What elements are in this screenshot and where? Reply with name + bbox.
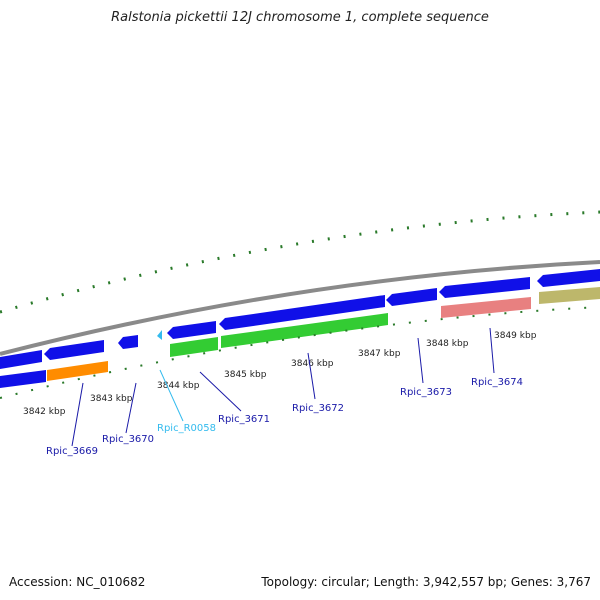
map-title: Ralstonia pickettii 12J chromosome 1, co… — [111, 10, 489, 25]
gene-bar[interactable] — [47, 361, 108, 381]
scale-labels: 3842 kbp 3843 kbp 3844 kbp 3845 kbp 3846… — [23, 331, 537, 417]
scale-label: 3845 kbp — [224, 370, 267, 380]
scale-label: 3849 kbp — [494, 331, 537, 341]
feature-row-2 — [0, 287, 600, 388]
scale-label: 3843 kbp — [90, 394, 133, 404]
gene-label[interactable]: Rpic_3673 — [400, 387, 452, 398]
scale-label: 3847 kbp — [358, 349, 401, 359]
gene-arrow[interactable] — [439, 277, 530, 298]
gene-label[interactable]: Rpic_3670 — [102, 434, 154, 445]
gene-arrow[interactable] — [0, 350, 42, 369]
gene-bar[interactable] — [441, 297, 531, 318]
scale-label: 3846 kbp — [291, 359, 334, 369]
backbone — [0, 260, 600, 356]
gene-arrow[interactable] — [219, 295, 385, 330]
scale-label: 3842 kbp — [23, 407, 66, 417]
gene-leaders — [71, 327, 495, 447]
scale-label: 3848 kbp — [426, 339, 469, 349]
gene-labels: Rpic_3669 Rpic_3670 Rpic_R0058 Rpic_3671… — [46, 377, 523, 457]
gene-label[interactable]: Rpic_3669 — [46, 446, 98, 457]
gene-arrow[interactable] — [386, 288, 437, 306]
gene-arrow[interactable] — [0, 370, 46, 388]
gene-label[interactable]: Rpic_3671 — [218, 414, 270, 425]
gene-arrow[interactable] — [118, 335, 138, 349]
gene-arrow[interactable] — [44, 340, 104, 360]
accession-label: Accession: NC_010682 — [9, 575, 146, 589]
gene-bar[interactable] — [221, 313, 388, 348]
gene-label[interactable]: Rpic_3674 — [471, 377, 523, 388]
topology-summary: Topology: circular; Length: 3,942,557 bp… — [261, 575, 591, 589]
gene-arrow[interactable] — [167, 321, 216, 339]
forward-strand — [0, 269, 600, 369]
gene-arrow[interactable] — [537, 269, 600, 287]
rna-arrow[interactable] — [157, 330, 162, 340]
gene-label[interactable]: Rpic_3672 — [292, 403, 344, 414]
scale-label: 3844 kbp — [157, 381, 200, 391]
gene-bar[interactable] — [170, 337, 218, 357]
gene-bar[interactable] — [539, 287, 600, 304]
gene-label[interactable]: Rpic_R0058 — [157, 423, 216, 434]
outer-tick-ring — [0, 210, 600, 314]
